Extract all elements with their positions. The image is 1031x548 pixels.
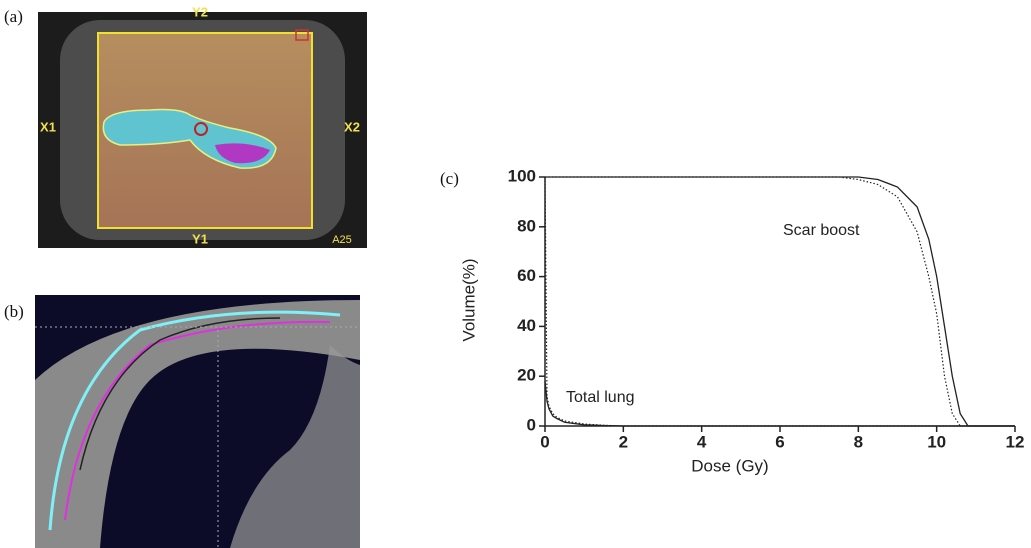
figure: (a) Y2 X1 X2 Y1 A25 (b) (c) Dose (Gy) Vo…: [0, 0, 1031, 548]
x-tick-label: 8: [854, 432, 863, 451]
image-label: X1: [40, 119, 56, 134]
panel-label: (b): [4, 302, 24, 321]
y-tick-label: 20: [517, 366, 536, 385]
y-axis-title: Volume(%): [459, 258, 478, 341]
x-tick-label: 0: [540, 432, 549, 451]
image-label: X2: [344, 119, 360, 134]
y-tick-label: 100: [508, 166, 536, 185]
y-tick-label: 80: [517, 216, 536, 235]
page: {"panels": {"a": "(a)", "b": "(b)", "c":…: [0, 0, 1031, 548]
x-tick-label: 10: [927, 432, 946, 451]
panel-label: (c): [440, 169, 459, 188]
annotation: Scar boost: [783, 222, 860, 239]
y-tick-label: 0: [527, 415, 536, 434]
y-tick-label: 60: [517, 266, 536, 285]
panel-label: (a): [4, 7, 23, 26]
y-tick-label: 40: [517, 316, 536, 335]
image-label: Y1: [192, 231, 208, 246]
image-label: A25: [332, 234, 352, 246]
annotation: Total lung: [566, 389, 635, 406]
x-tick-label: 4: [697, 432, 707, 451]
x-tick-label: 2: [619, 432, 628, 451]
x-axis-title: Dose (Gy): [691, 456, 768, 475]
x-tick-label: 6: [775, 432, 784, 451]
image-label: Y2: [192, 4, 208, 19]
x-tick-label: 12: [1006, 432, 1025, 451]
